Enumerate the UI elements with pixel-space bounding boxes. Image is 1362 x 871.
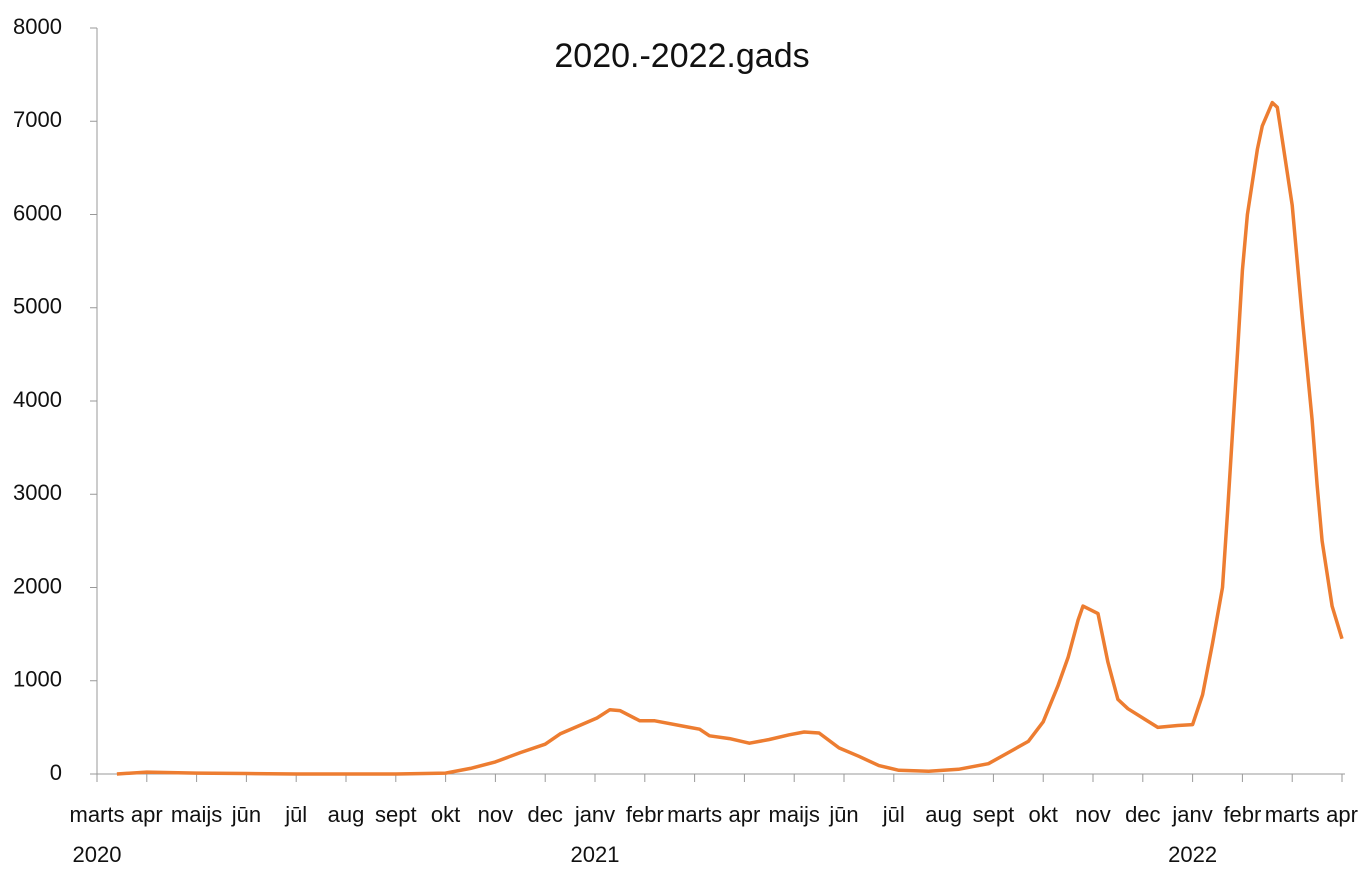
y-tick-label: 4000	[13, 387, 62, 412]
x-tick-label: maijs	[171, 802, 222, 827]
y-tick-label: 8000	[13, 14, 62, 39]
x-tick-label: marts	[1265, 802, 1320, 827]
y-tick-label: 5000	[13, 294, 62, 319]
x-tick-label: sept	[973, 802, 1015, 827]
x-tick-label: dec	[527, 802, 562, 827]
x-tick-label: janv	[1171, 802, 1212, 827]
x-tick-label: apr	[131, 802, 163, 827]
y-tick-label: 6000	[13, 200, 62, 225]
x-tick-label: maijs	[769, 802, 820, 827]
x-tick-label: sept	[375, 802, 417, 827]
x-tick-label: apr	[729, 802, 761, 827]
year-label: 2022	[1168, 842, 1217, 867]
year-label: 2021	[571, 842, 620, 867]
x-tick-label: okt	[431, 802, 460, 827]
x-tick-label: dec	[1125, 802, 1160, 827]
x-tick-label: aug	[925, 802, 962, 827]
y-tick-label: 7000	[13, 107, 62, 132]
y-tick-label: 3000	[13, 480, 62, 505]
x-tick-label: jūl	[284, 802, 307, 827]
x-tick-label: jūl	[882, 802, 905, 827]
chart-title: 2020.-2022.gads	[554, 37, 809, 75]
data-line	[116, 100, 1344, 776]
x-tick-label: febr	[1223, 802, 1261, 827]
year-label: 2020	[73, 842, 122, 867]
x-tick-label: marts	[70, 802, 125, 827]
x-tick-label: jūn	[231, 802, 261, 827]
x-tick-label: okt	[1029, 802, 1058, 827]
x-tick-label: marts	[667, 802, 722, 827]
x-tick-label: nov	[1075, 802, 1110, 827]
x-tick-label: janv	[574, 802, 615, 827]
y-tick-label: 0	[50, 760, 62, 785]
y-tick-label: 2000	[13, 573, 62, 598]
x-tick-label: jūn	[828, 802, 858, 827]
x-tick-label: febr	[626, 802, 664, 827]
y-tick-label: 1000	[13, 667, 62, 692]
x-tick-label: apr	[1326, 802, 1358, 827]
x-tick-label: aug	[328, 802, 365, 827]
x-tick-label: nov	[478, 802, 513, 827]
